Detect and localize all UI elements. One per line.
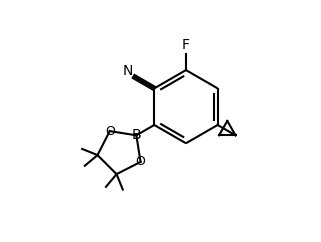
Text: F: F: [182, 38, 190, 52]
Text: O: O: [105, 125, 115, 138]
Text: B: B: [132, 128, 141, 142]
Text: N: N: [123, 64, 133, 78]
Text: O: O: [136, 155, 145, 168]
